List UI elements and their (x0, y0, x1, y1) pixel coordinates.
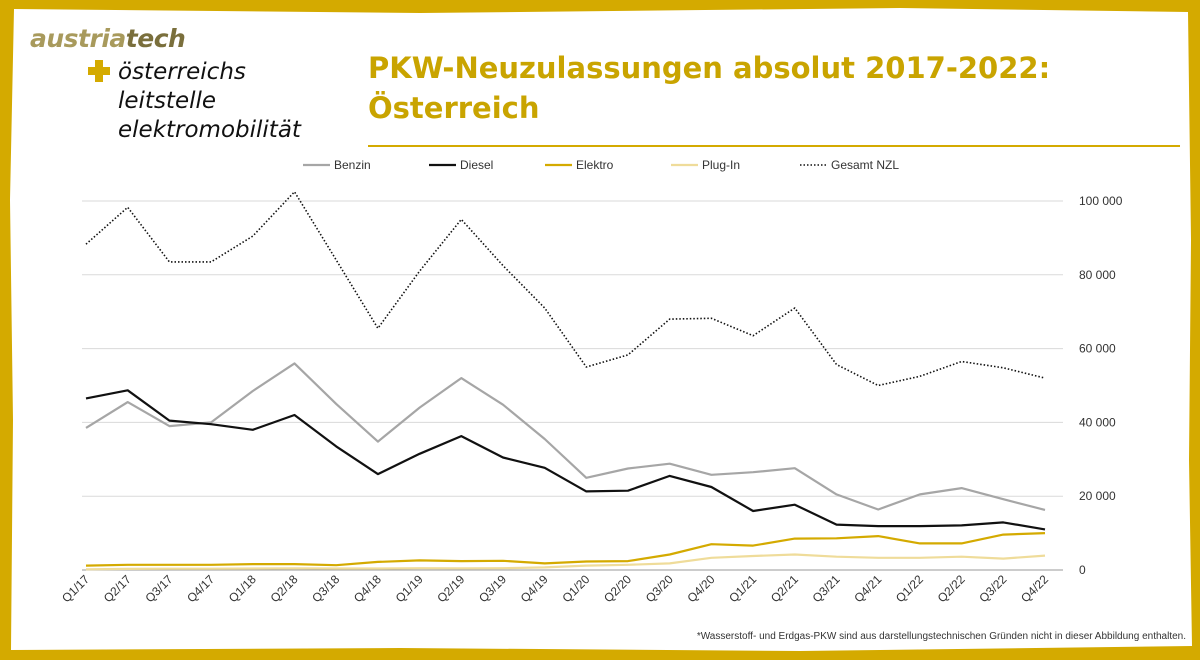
y-tick-label: 60 000 (1079, 342, 1116, 356)
series-line-plug-in (85, 553, 1046, 571)
x-tick-label: Q3/22 (976, 572, 1009, 605)
chart-legend: Benzin Diesel Elektro Plug-In Gesamt NZL (303, 158, 899, 172)
x-tick-label: Q1/18 (226, 572, 259, 605)
logo-text-part2: tech (125, 24, 186, 53)
y-tick-label: 0 (1079, 563, 1086, 577)
x-tick-label: Q2/18 (268, 572, 301, 605)
austriatech-logo: austriatech (30, 24, 186, 53)
x-tick-label: Q1/21 (726, 572, 759, 605)
x-tick-label: Q2/19 (434, 572, 467, 605)
x-tick-label: Q1/20 (559, 572, 592, 605)
x-tick-label: Q3/20 (643, 572, 676, 605)
legend-label: Benzin (334, 158, 371, 172)
x-tick-label: Q1/17 (59, 572, 92, 605)
x-tick-label: Q4/20 (685, 572, 718, 605)
x-tick-label: Q2/22 (935, 572, 968, 605)
x-tick-label: Q2/21 (768, 572, 801, 605)
x-tick-label: Q4/22 (1018, 572, 1051, 605)
series-line-diesel (85, 389, 1046, 531)
series-line-benzin (85, 362, 1046, 511)
legend-label: Plug-In (702, 158, 740, 172)
page-title: PKW-Neuzulassungen absolut 2017-2022: Ös… (368, 48, 1050, 128)
series-line-elektro (85, 532, 1046, 567)
x-tick-label: Q4/17 (184, 572, 217, 605)
x-tick-label: Q4/18 (351, 572, 384, 605)
x-tick-label: Q1/19 (393, 572, 426, 605)
plus-icon (88, 60, 110, 82)
x-tick-label: Q2/17 (101, 572, 134, 605)
x-tick-label: Q2/20 (601, 572, 634, 605)
x-tick-label: Q4/19 (518, 572, 551, 605)
x-tick-label: Q3/19 (476, 572, 509, 605)
chart-series (85, 191, 1046, 571)
y-tick-label: 100 000 (1079, 194, 1123, 208)
tagline-line-2: leitstelle (118, 88, 217, 114)
x-axis-ticks: Q1/17 Q2/17 Q3/17 Q4/17 Q1/18 Q2/18 Q3/18 Q4/18… (59, 572, 1051, 605)
title-underline (368, 145, 1180, 147)
tagline: österreichs leitstelle elektromobilität (118, 58, 301, 145)
page-title-line-1: PKW-Neuzulassungen absolut 2017-2022: (368, 51, 1051, 85)
x-tick-label: Q1/22 (893, 572, 926, 605)
y-axis-ticks: 0 20 000 40 000 60 000 80 000 100 000 (1079, 194, 1123, 577)
x-tick-label: Q3/18 (309, 572, 342, 605)
tagline-line-1: österreichs (118, 59, 246, 85)
legend-label: Elektro (576, 158, 614, 172)
x-tick-label: Q3/21 (810, 572, 843, 605)
y-tick-label: 40 000 (1079, 415, 1116, 429)
tagline-line-3: elektromobilität (118, 117, 301, 143)
legend-label: Gesamt NZL (831, 158, 899, 172)
page-title-line-2: Österreich (368, 91, 540, 125)
footnote: *Wasserstoff- und Erdgas-PKW sind aus da… (696, 631, 1186, 642)
x-tick-label: Q4/21 (851, 572, 884, 605)
legend-label: Diesel (460, 158, 493, 172)
series-line-gesamt-nzl (85, 191, 1046, 387)
logo-text-part1: austria (30, 24, 126, 53)
y-tick-label: 80 000 (1079, 268, 1116, 282)
x-tick-label: Q3/17 (142, 572, 175, 605)
y-tick-label: 20 000 (1079, 489, 1116, 503)
chart-gridlines (82, 200, 1063, 571)
